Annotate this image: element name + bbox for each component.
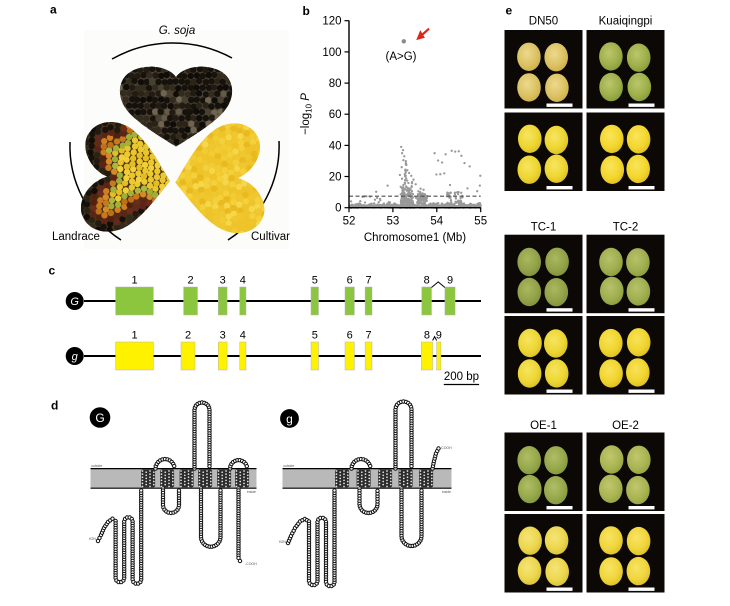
svg-text:a: a [50, 3, 57, 17]
svg-text:TC-1: TC-1 [531, 222, 557, 234]
svg-text:-COOH: -COOH [440, 446, 452, 450]
svg-text:20: 20 [329, 172, 342, 184]
svg-text:6: 6 [347, 330, 353, 342]
svg-text:inside: inside [247, 490, 256, 494]
svg-text:g: g [72, 351, 79, 363]
svg-text:2: 2 [185, 330, 191, 342]
svg-text:H2N-: H2N- [279, 540, 288, 544]
svg-text:8: 8 [424, 330, 430, 342]
svg-text:Landrace: Landrace [52, 231, 100, 243]
svg-text:G: G [70, 296, 79, 308]
svg-text:e: e [506, 4, 513, 18]
svg-text:7: 7 [366, 330, 372, 342]
svg-text:TC-2: TC-2 [613, 222, 639, 234]
svg-text:40: 40 [329, 140, 342, 152]
svg-text:9: 9 [447, 275, 453, 287]
svg-text:3: 3 [220, 330, 226, 342]
svg-text:80: 80 [329, 78, 342, 90]
svg-text:-COOH: -COOH [245, 562, 257, 566]
svg-text:−log10 P: −log10 P [300, 93, 314, 135]
svg-text:inside: inside [442, 490, 451, 494]
svg-text:1: 1 [131, 330, 137, 342]
svg-text:G: G [95, 411, 104, 425]
svg-text:6: 6 [347, 275, 353, 287]
svg-text:DN50: DN50 [529, 16, 558, 28]
svg-text:c: c [49, 264, 56, 278]
svg-text:OE-2: OE-2 [612, 420, 639, 432]
svg-text:53: 53 [387, 216, 400, 228]
svg-text:g: g [286, 412, 293, 426]
svg-text:5: 5 [312, 330, 318, 342]
svg-text:Kuaiqingpi: Kuaiqingpi [599, 16, 653, 28]
svg-text:55: 55 [474, 216, 487, 228]
svg-text:54: 54 [430, 216, 443, 228]
svg-text:0: 0 [335, 203, 341, 215]
svg-text:4: 4 [240, 330, 246, 342]
svg-text:Chromosome1 (Mb): Chromosome1 (Mb) [364, 232, 466, 244]
svg-text:Cultivar: Cultivar [251, 231, 290, 243]
svg-text:outside: outside [283, 464, 294, 468]
svg-text:OE-1: OE-1 [530, 420, 557, 432]
svg-text:G. soja: G. soja [159, 25, 195, 37]
svg-text:d: d [51, 399, 58, 413]
svg-text:60: 60 [329, 109, 342, 121]
svg-text:1: 1 [131, 275, 137, 287]
svg-text:9: 9 [436, 330, 442, 342]
svg-text:(A>G): (A>G) [386, 51, 417, 63]
svg-text:3: 3 [220, 275, 226, 287]
svg-text:52: 52 [343, 216, 356, 228]
svg-text:4: 4 [240, 275, 246, 287]
svg-text:7: 7 [366, 275, 372, 287]
svg-text:8: 8 [424, 275, 430, 287]
svg-text:b: b [303, 4, 310, 18]
svg-text:200 bp: 200 bp [444, 371, 479, 383]
svg-text:outside: outside [91, 464, 102, 468]
svg-text:5: 5 [312, 275, 318, 287]
svg-text:100: 100 [322, 47, 341, 59]
svg-text:120: 120 [322, 16, 341, 28]
svg-text:2: 2 [187, 275, 193, 287]
svg-text:H2N-: H2N- [89, 537, 98, 541]
